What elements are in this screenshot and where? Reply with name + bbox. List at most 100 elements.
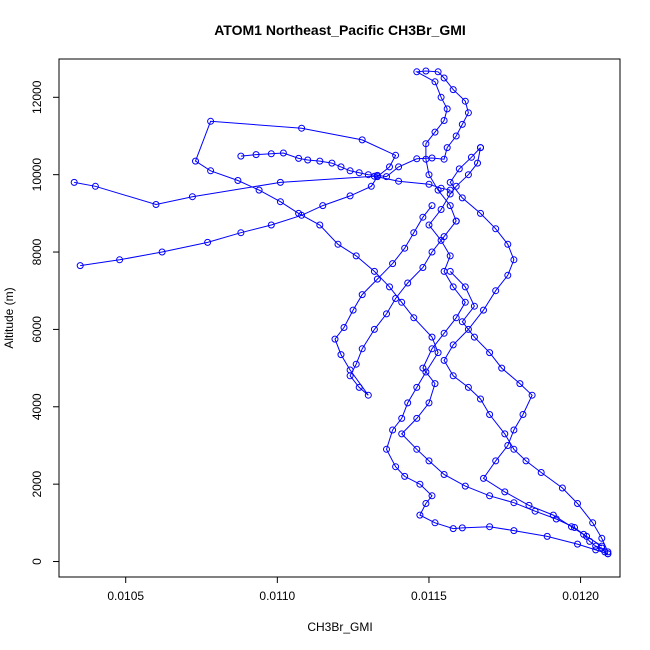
data-point: [116, 256, 124, 264]
data-point: [413, 414, 421, 422]
data-point: [510, 499, 518, 507]
data-point: [373, 275, 381, 283]
chart-title: ATOM1 Northeast_Pacific CH3Br_GMI: [214, 22, 466, 38]
series-layer: [70, 67, 612, 558]
data-point: [328, 159, 336, 167]
series-segment: [76, 117, 612, 558]
data-point: [461, 97, 469, 105]
data-point: [443, 105, 451, 113]
data-point: [207, 167, 215, 175]
series-line: [334, 205, 457, 396]
data-point: [316, 221, 324, 229]
data-point: [419, 264, 427, 271]
series-line: [80, 120, 609, 555]
series-line: [443, 147, 609, 553]
data-point: [404, 399, 412, 407]
data-point: [76, 262, 84, 270]
data-point: [398, 414, 406, 422]
data-point: [340, 324, 348, 331]
data-point: [592, 546, 600, 554]
data-point: [70, 178, 78, 186]
series-segment: [237, 67, 472, 225]
data-point: [425, 171, 433, 179]
data-point: [470, 302, 478, 310]
data-point: [358, 291, 366, 299]
data-point: [419, 213, 427, 221]
data-point: [355, 383, 363, 391]
data-point: [331, 335, 339, 343]
y-tick-label: 2000: [30, 470, 44, 497]
y-tick-label: 12000: [30, 80, 44, 114]
data-point: [464, 383, 472, 391]
data-point: [467, 153, 475, 161]
data-point: [446, 202, 454, 210]
data-point: [425, 399, 433, 407]
data-point: [477, 144, 484, 152]
data-point: [410, 314, 418, 322]
data-point: [431, 78, 439, 86]
data-point: [358, 345, 366, 353]
data-point: [188, 193, 196, 201]
data-point: [158, 248, 166, 256]
data-point: [349, 306, 357, 314]
data-point: [440, 155, 448, 163]
data-point: [373, 171, 381, 179]
data-point: [574, 500, 581, 507]
data-point: [568, 523, 575, 531]
data-point: [480, 474, 487, 482]
data-point: [276, 198, 284, 206]
data-point: [346, 167, 354, 175]
data-point: [337, 163, 345, 171]
data-point: [304, 156, 312, 164]
data-point: [486, 492, 494, 500]
series-segment: [440, 144, 612, 556]
x-axis-label: CH3Br_GMI: [307, 620, 372, 634]
data-point: [486, 349, 494, 357]
data-point: [449, 283, 457, 291]
data-point: [428, 345, 436, 353]
series-line: [240, 70, 469, 222]
x-tick-label: 0.0105: [107, 589, 144, 603]
data-point: [398, 430, 406, 438]
data-point: [389, 426, 397, 434]
data-point: [337, 351, 345, 359]
data-point: [204, 238, 212, 246]
data-point: [364, 391, 372, 399]
data-point: [346, 192, 354, 200]
series-segment: [331, 202, 460, 399]
data-point: [498, 364, 506, 372]
data-point: [446, 190, 454, 198]
data-point: [543, 532, 551, 540]
data-point: [443, 144, 451, 152]
series-line: [74, 175, 451, 206]
data-point: [392, 295, 400, 302]
y-tick-label: 0: [30, 558, 44, 565]
data-point: [571, 524, 578, 531]
data-point: [477, 395, 484, 403]
data-point: [422, 140, 430, 148]
data-point: [604, 550, 612, 558]
data-point: [504, 271, 512, 279]
data-point: [413, 155, 421, 163]
data-point: [470, 333, 478, 341]
data-point: [346, 366, 354, 374]
data-point: [298, 124, 306, 132]
y-tick-label: 8000: [30, 238, 44, 265]
data-point: [364, 171, 372, 179]
data-point: [395, 163, 403, 171]
data-point: [352, 252, 360, 260]
data-point: [413, 383, 421, 391]
data-point: [455, 165, 463, 173]
data-point: [464, 325, 472, 333]
data-point: [516, 380, 524, 388]
data-point: [492, 225, 500, 233]
data-point: [519, 411, 527, 418]
data-point: [422, 500, 430, 507]
data-point: [464, 109, 472, 117]
data-point: [91, 182, 99, 190]
data-point: [598, 542, 606, 550]
data-point: [492, 287, 500, 295]
data-point: [461, 482, 469, 490]
data-point: [528, 391, 536, 399]
